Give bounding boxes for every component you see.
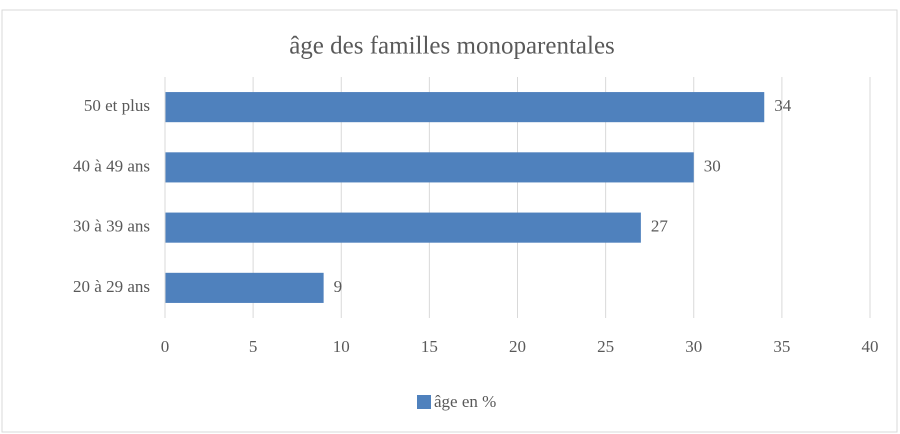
y-tick-label: 20 à 29 ans <box>73 277 150 296</box>
bar <box>165 212 641 243</box>
x-tick-label: 40 <box>862 337 879 356</box>
bar <box>165 92 765 123</box>
y-tick-label: 30 à 39 ans <box>73 217 150 236</box>
chart-title: âge des familles monoparentales <box>289 33 615 60</box>
bar <box>165 152 694 183</box>
data-label: 9 <box>334 277 343 296</box>
x-tick-label: 35 <box>773 337 790 356</box>
legend-label: âge en % <box>434 392 496 411</box>
y-tick-label: 40 à 49 ans <box>73 156 150 175</box>
x-tick-label: 15 <box>421 337 438 356</box>
data-label: 30 <box>704 156 721 175</box>
x-tick-label: 0 <box>161 337 170 356</box>
x-tick-label: 25 <box>597 337 614 356</box>
data-label: 27 <box>651 217 669 236</box>
y-tick-label: 50 et plus <box>84 96 150 115</box>
x-tick-label: 20 <box>509 337 526 356</box>
data-label: 34 <box>774 96 792 115</box>
x-tick-label: 10 <box>333 337 350 356</box>
x-tick-label: 30 <box>685 337 702 356</box>
bar <box>165 272 324 303</box>
x-tick-label: 5 <box>249 337 258 356</box>
legend-swatch <box>417 395 431 409</box>
